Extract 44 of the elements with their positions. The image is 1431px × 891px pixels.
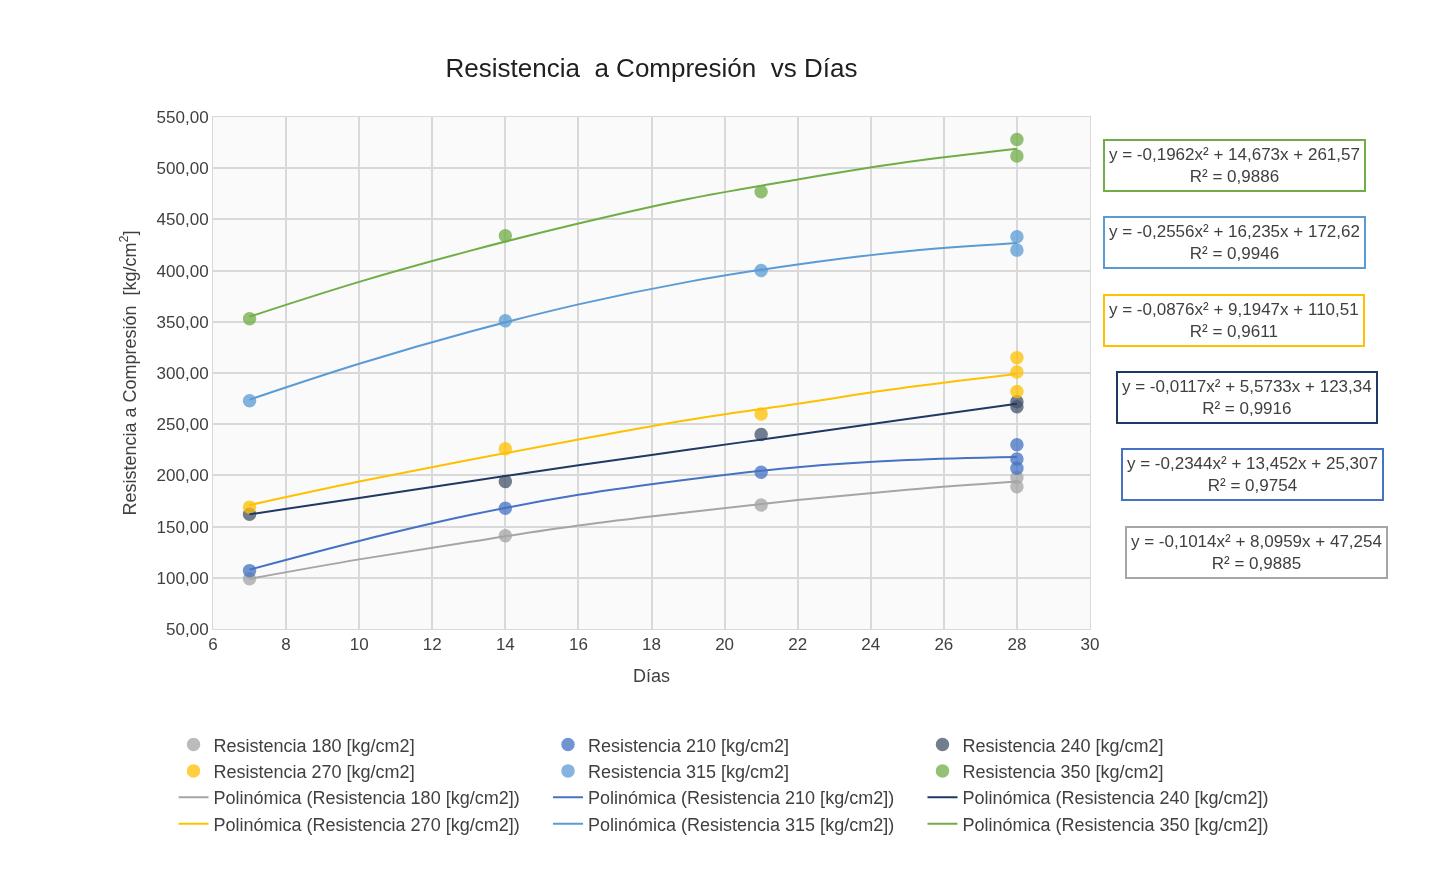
y-tick-label: 200,00: [156, 466, 209, 486]
text: y = -0,2344x² + 13,452x + 25,307 R² = 0,9754: [1127, 454, 1378, 496]
y-tick-label: 300,00: [156, 363, 209, 383]
x-tick-label: 30: [1080, 635, 1100, 655]
y-tick-label: 50,00: [166, 619, 209, 639]
y-tick-label: 400,00: [156, 261, 209, 281]
legend-label: Polinómica (Resistencia 180 [kg/cm2]): [213, 788, 520, 809]
legend-label: Resistencia 270 [kg/cm2]: [213, 761, 415, 782]
x-tick-label: 8: [281, 635, 291, 655]
x-tick-label: 16: [568, 635, 588, 655]
legend-label: Resistencia 180 [kg/cm2]: [213, 735, 415, 756]
x-tick-label: 10: [349, 635, 369, 655]
y-tick-label: 150,00: [156, 517, 209, 537]
legend-label: Polinómica (Resistencia 315 [kg/cm2]): [588, 814, 895, 835]
legend-label: Polinómica (Resistencia 210 [kg/cm2]): [588, 788, 895, 809]
x-tick-label: 20: [715, 635, 735, 655]
legend-label: Resistencia 350 [kg/cm2]: [962, 761, 1164, 782]
x-tick-label: 24: [861, 635, 881, 655]
x-tick-label: 14: [495, 635, 515, 655]
y-tick-label: 350,00: [156, 312, 209, 332]
text: y = -0,0876x² + 9,1947x + 110,51 R² = 0,9611: [1109, 300, 1359, 342]
text: y = -0,0117x² + 5,5733x + 123,34 R² = 0,9916: [1122, 377, 1372, 419]
legend-label: Polinómica (Resistencia 240 [kg/cm2]): [962, 788, 1269, 809]
x-tick-label: 28: [1007, 635, 1027, 655]
legend-label: Polinómica (Resistencia 270 [kg/cm2]): [213, 814, 520, 835]
y-tick-label: 250,00: [156, 415, 209, 435]
x-axis-title: Días: [632, 665, 671, 686]
x-tick-label: 12: [422, 635, 442, 655]
x-tick-label: 26: [934, 635, 954, 655]
x-tick-label: 6: [208, 635, 218, 655]
y-tick-label: 500,00: [156, 159, 209, 179]
legend-label: Resistencia 240 [kg/cm2]: [962, 735, 1164, 756]
legend-label: Resistencia 315 [kg/cm2]: [588, 761, 790, 782]
text: y = -0,1962x² + 14,673x + 261,57 R² = 0,9886: [1109, 145, 1360, 187]
legend-label: Polinómica (Resistencia 350 [kg/cm2]): [962, 814, 1269, 835]
y-tick-label: 450,00: [156, 210, 209, 230]
y-tick-label: 550,00: [156, 107, 209, 127]
x-tick-label: 22: [788, 635, 808, 655]
legend-label: Resistencia 210 [kg/cm2]: [588, 735, 790, 756]
x-tick-label: 18: [642, 635, 661, 655]
chart-title: Resistencia a Compresión vs Días: [445, 53, 858, 84]
text: y = -0,1014x² + 8,0959x + 47,254 R² = 0,9885: [1131, 532, 1382, 574]
text: y = -0,2556x² + 16,235x + 172,62 R² = 0,9946: [1109, 222, 1360, 264]
y-tick-label: 100,00: [156, 568, 209, 588]
